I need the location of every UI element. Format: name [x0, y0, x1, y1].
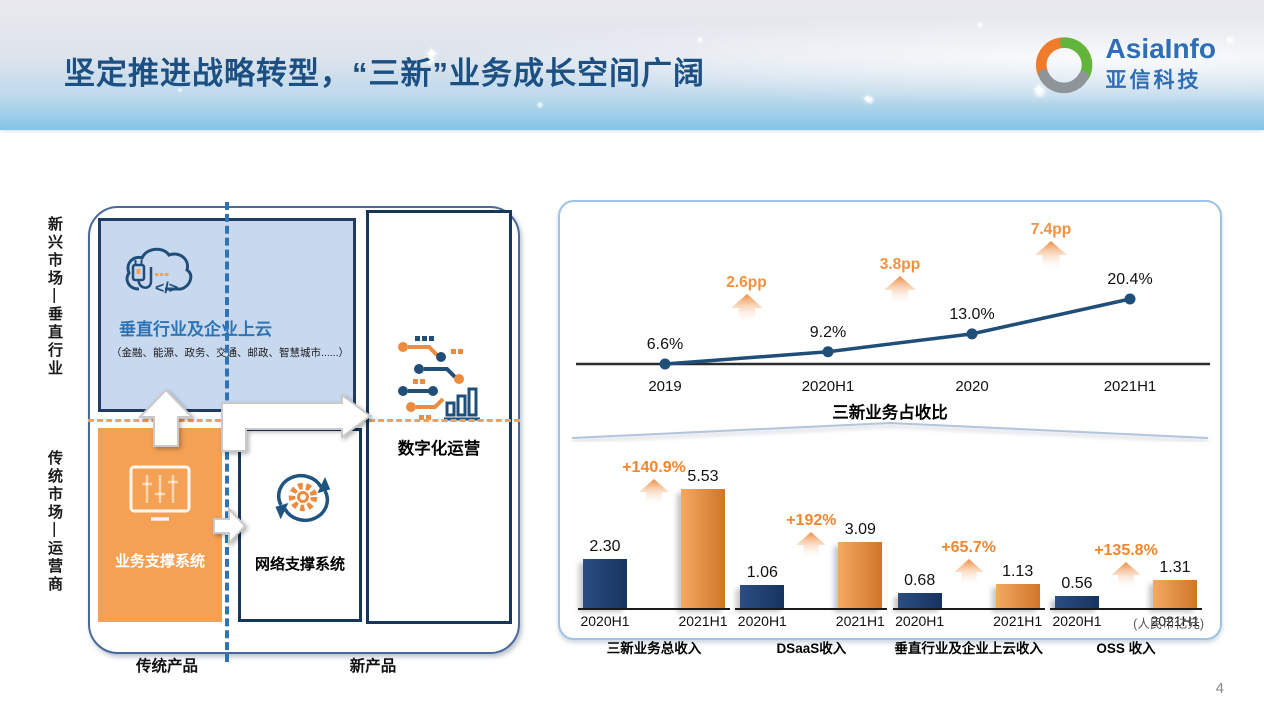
bss-box-label: 业务支撑系统	[114, 553, 205, 570]
x-tick-label: 2021H1	[1103, 378, 1157, 395]
bar-group-title: 垂直行业及企业上云收入	[894, 641, 1043, 656]
asiainfo-ring-icon	[1035, 37, 1092, 94]
axis-label-new-products: 新产品	[349, 658, 397, 675]
bar-2021h1	[838, 542, 883, 608]
bss-box: 业务支撑系统	[98, 428, 222, 622]
bar-group-title: DSaaS收入	[776, 641, 847, 656]
market-product-diagram: 新兴市场—垂直行业 传统市场—运营商 </> 垂直行业及企业上云 （金融、能源、…	[42, 198, 542, 688]
logo-text-cn: 亚信科技	[1105, 68, 1202, 92]
bar-value: 0.68	[904, 572, 936, 589]
delta-annotation: 2.6pp	[712, 274, 782, 322]
bar-chart-group: 0.68 +65.7% 1.13 2020H1 2021H1 垂直行业及企业上云收…	[892, 444, 1045, 657]
bar-value: 0.56	[1061, 575, 1093, 592]
bar-value: 5.53	[687, 468, 719, 485]
x-tick-label: 2020H1	[737, 613, 787, 629]
bar-2021h1	[1152, 580, 1197, 608]
axis-label-traditional-market: 传统市场—运营商	[46, 450, 63, 594]
svg-text:</>: </>	[155, 280, 178, 297]
charts-panel: 6.6% 9.2% 13.0% 20.4% 2.6pp 3.8pp 7.4pp …	[558, 200, 1222, 656]
nss-box-label: 网络支撑系统	[254, 556, 345, 573]
orange-up-arrow-icon	[796, 532, 827, 558]
header-banner: ✦ ✦ ✦ 坚定推进战略转型，“三新”业务成长空间广阔 AsiaInfo 亚信科…	[0, 0, 1264, 130]
orange-up-arrow-icon	[884, 275, 916, 304]
bar-value: 3.09	[844, 521, 876, 538]
star-sparkle-icon: ✦	[1032, 82, 1046, 99]
bar-2021h1	[681, 489, 725, 608]
bar-value: 1.31	[1159, 559, 1191, 576]
star-sparkle-icon: ✦	[424, 44, 440, 64]
x-tick-label: 2020H1	[801, 378, 855, 395]
axis-line	[1049, 608, 1202, 610]
x-tick-label: 2020	[955, 378, 989, 395]
cloud-box-title: 垂直行业及企业上云	[119, 320, 272, 339]
revenue-share-line-chart: 6.6% 9.2% 13.0% 20.4% 2.6pp 3.8pp 7.4pp …	[568, 208, 1212, 422]
bar-chart-group: 0.56 +135.8% 1.31 2020H1 2021H1 OSS 收入	[1049, 444, 1202, 657]
x-tick-label: 2019	[648, 378, 682, 395]
small-right-arrow-icon	[213, 506, 247, 546]
brace-divider	[571, 421, 1209, 439]
digital-operation-box: 数字化运营	[366, 210, 512, 624]
x-tick-label: 2020H1	[895, 613, 945, 629]
star-sparkle-icon: ✦	[862, 92, 873, 106]
page-title: 坚定推进战略转型，“三新”业务成长空间广阔	[64, 56, 705, 91]
growth-label: +65.7%	[941, 539, 997, 556]
line-chart-title: 三新业务占收比	[832, 404, 948, 422]
delta-annotation: 3.8pp	[865, 256, 935, 304]
nss-box: 网络支撑系统	[238, 428, 362, 622]
page-number: 4	[1215, 680, 1224, 697]
data-label: 13.0%	[949, 305, 995, 323]
x-tick-label: 2021H1	[1150, 613, 1200, 629]
x-tick-label: 2021H1	[993, 613, 1043, 629]
sync-gear-icon	[275, 474, 331, 522]
bar-2020h1	[1054, 596, 1099, 608]
company-logo: AsiaInfo 亚信科技	[1032, 32, 1216, 96]
growth-label: +192%	[786, 512, 837, 529]
bar-chart-group: 2.30 +140.9% 5.53 2020H1 2021H1 三新业务总收入	[578, 444, 730, 657]
data-label: 20.4%	[1107, 271, 1153, 288]
axis-line	[892, 608, 1045, 610]
monitor-equalizer-icon	[129, 465, 191, 521]
bar-value: 2.30	[589, 538, 621, 555]
bar-value: 1.13	[1002, 563, 1034, 580]
bar-2020h1	[897, 593, 942, 608]
axis-line	[578, 608, 730, 610]
data-label: 9.2%	[809, 323, 847, 341]
up-block-arrow-icon	[137, 388, 195, 447]
x-tick-label: 2020H1	[580, 613, 630, 629]
growth-label: +135.8%	[1094, 542, 1158, 559]
axis-label-emerging-market: 新兴市场—垂直行业	[46, 216, 63, 378]
axis-line	[735, 608, 888, 610]
bar-charts-row: 2.30 +140.9% 5.53 2020H1 2021H1 三新业务总收入 1…	[568, 444, 1212, 657]
circuit-data-icon	[398, 336, 480, 421]
orange-up-arrow-icon	[639, 479, 669, 505]
elbow-right-arrow-icon	[221, 394, 372, 452]
x-tick-label: 2021H1	[678, 613, 728, 629]
bar-group-title: OSS 收入	[1096, 641, 1156, 656]
axis-label-traditional-products: 传统产品	[135, 658, 198, 675]
line-chart-plot	[576, 293, 1210, 370]
data-label: 6.6%	[646, 336, 684, 353]
logo-text-en: AsiaInfo	[1105, 33, 1216, 65]
x-tick-label: 2020H1	[1052, 613, 1102, 629]
digital-box-label: 数字化运营	[397, 440, 481, 458]
orange-up-arrow-icon	[1111, 562, 1141, 588]
bar-2020h1	[740, 585, 785, 608]
bar-2020h1	[583, 559, 627, 608]
bar-value: 1.06	[746, 564, 778, 581]
cloud-box-subtitle: （金融、能源、政务、交通、邮政、智慧城市......）	[111, 347, 350, 359]
bar-2021h1	[995, 584, 1040, 608]
bar-chart-group: 1.06 +192% 3.09 2020H1 2021H1 DSaaS收入	[735, 444, 888, 657]
bar-group-title: 三新业务总收入	[606, 641, 702, 656]
x-tick-label: 2021H1	[835, 613, 885, 629]
delta-annotation: 7.4pp	[1016, 221, 1086, 269]
cloud-plug-code-icon: </>	[125, 247, 193, 297]
orange-up-arrow-icon	[1035, 241, 1067, 269]
orange-up-arrow-icon	[953, 559, 984, 585]
growth-label: +140.9%	[622, 459, 686, 476]
orange-up-arrow-icon	[730, 293, 763, 322]
currency-unit-note: (人民币亿元)	[1133, 617, 1204, 631]
